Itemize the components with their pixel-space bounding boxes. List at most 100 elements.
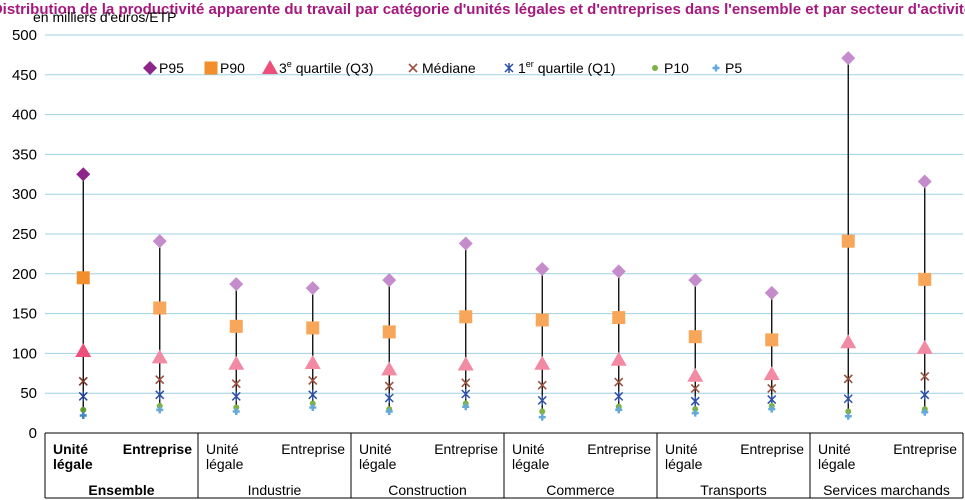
marker-q3	[916, 339, 933, 354]
marker-p95	[535, 262, 550, 277]
marker-p10	[692, 406, 699, 413]
x-axis-table: EnsembleUnitélégaleEntrepriseIndustrieUn…	[44, 433, 964, 499]
group-label: Commerce	[546, 482, 615, 498]
category-label-line2: légale	[359, 456, 397, 472]
y-tick-label: 400	[12, 107, 37, 124]
marker-p10	[539, 408, 546, 415]
marker-median	[537, 380, 547, 390]
marker-p5	[385, 408, 393, 416]
legend-marker-q1	[504, 63, 514, 73]
marker-p5	[232, 408, 240, 416]
y-tick-label: 300	[12, 186, 37, 203]
marker-p95	[611, 264, 626, 279]
y-tick-label: 0	[29, 425, 37, 442]
category-label-line2: légale	[665, 456, 703, 472]
legend-label-median: Médiane	[422, 60, 476, 76]
marker-q3	[151, 349, 168, 364]
legend-label-q3: 3e quartile (Q3)	[279, 59, 374, 76]
group-label: Services marchands	[823, 482, 950, 498]
marker-median	[461, 378, 471, 388]
marker-p10	[845, 408, 852, 415]
marker-p95	[688, 273, 703, 288]
marker-q3	[687, 367, 704, 382]
marker-q1	[461, 388, 471, 399]
marker-median	[767, 383, 777, 393]
category-label: Entreprise	[281, 441, 345, 457]
marker-q3	[75, 343, 92, 358]
marker-q1	[690, 396, 700, 407]
marker-median	[78, 376, 88, 386]
marker-q3	[763, 366, 780, 381]
y-axis-unit-label: en milliers d'euros/ETP	[33, 9, 177, 25]
marker-p10	[156, 402, 163, 409]
y-tick-label: 350	[12, 146, 37, 163]
marker-p90	[306, 321, 320, 335]
marker-q1	[231, 391, 241, 402]
marker-q3	[534, 355, 551, 370]
marker-p95	[382, 273, 397, 288]
marker-q1	[155, 389, 165, 400]
marker-q1	[308, 389, 318, 400]
marker-p90	[841, 234, 855, 248]
legend-label-p95: P95	[159, 60, 184, 76]
marker-p5	[309, 404, 317, 412]
category-label-line2: légale	[512, 456, 550, 472]
marker-p95	[229, 277, 244, 292]
marker-q1	[78, 391, 88, 402]
legend-marker-median	[408, 63, 418, 73]
marker-p95	[458, 236, 473, 251]
marker-median	[614, 377, 624, 387]
marker-p5	[538, 413, 546, 421]
legend-label-p10: P10	[664, 60, 689, 76]
legend-marker-p95	[143, 61, 157, 75]
marker-median	[384, 381, 394, 391]
marker-q3	[381, 361, 398, 376]
category-label: Entreprise	[740, 441, 804, 457]
y-tick-label: 250	[12, 226, 37, 243]
category-label: Unité	[206, 441, 239, 457]
marker-p95	[152, 234, 167, 249]
marker-q3	[610, 351, 627, 366]
marker-p90	[459, 310, 473, 324]
marker-p90	[918, 272, 932, 286]
legend-marker-p10	[652, 65, 658, 71]
marker-p95	[841, 51, 856, 66]
marker-q3	[840, 334, 857, 349]
y-tick-label: 450	[12, 67, 37, 84]
category-label: Unité	[53, 441, 88, 457]
legend-marker-p90	[204, 61, 218, 75]
data-markers	[75, 51, 933, 421]
marker-p5	[79, 411, 87, 419]
marker-p5	[691, 409, 699, 417]
marker-p95	[305, 281, 320, 296]
marker-median	[920, 371, 930, 382]
marker-p90	[229, 319, 243, 333]
marker-median	[690, 383, 700, 393]
marker-p90	[535, 313, 549, 327]
gridlines	[45, 34, 963, 434]
marker-q1	[843, 393, 853, 404]
category-label: Entreprise	[893, 441, 957, 457]
marker-median	[155, 375, 165, 385]
marker-q1	[384, 392, 394, 403]
marker-p5	[462, 403, 470, 411]
marker-p95	[76, 167, 91, 182]
legend-label-p90: P90	[220, 60, 245, 76]
y-tick-label: 50	[20, 385, 37, 402]
category-label: Unité	[359, 441, 392, 457]
marker-p90	[382, 325, 396, 339]
marker-median	[231, 379, 241, 389]
category-label: Entreprise	[434, 441, 498, 457]
marker-p90	[153, 301, 167, 315]
y-tick-label: 100	[12, 345, 37, 362]
marker-p5	[768, 405, 776, 413]
y-axis-ticks: 0 50 100 150 200 250 300 350 400 450 500	[12, 27, 37, 442]
category-label-line2: légale	[53, 456, 93, 472]
marker-p5	[615, 406, 623, 414]
legend-marker-q3	[262, 60, 278, 74]
marker-p10	[80, 406, 87, 413]
category-label: Unité	[665, 441, 698, 457]
marker-p95	[764, 285, 779, 300]
legend-marker-p5	[712, 64, 720, 72]
